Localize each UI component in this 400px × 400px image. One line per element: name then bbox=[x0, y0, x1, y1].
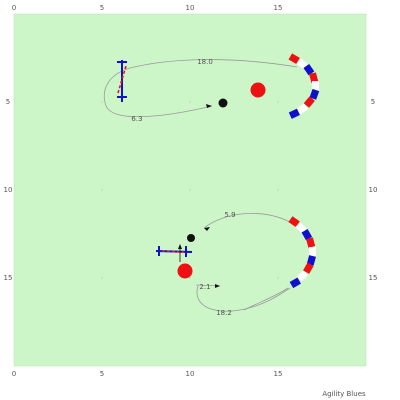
handler-path-tail bbox=[243, 287, 289, 311]
tick-label: 15 bbox=[274, 4, 283, 12]
tick-label: 10 bbox=[4, 186, 13, 194]
tick-label: 5 bbox=[6, 98, 10, 106]
tick-label: 5 bbox=[100, 370, 104, 378]
tick-label: 5 bbox=[100, 4, 104, 12]
path-arrow-icon bbox=[206, 104, 212, 108]
tick-label: 10 bbox=[369, 186, 378, 194]
black-marker bbox=[187, 234, 195, 242]
jump-lower bbox=[155, 246, 193, 257]
handler-path-upper bbox=[104, 59, 298, 118]
tunnel-lower bbox=[288, 216, 316, 289]
tick-label: 5 bbox=[371, 98, 375, 106]
path-arrow-icon bbox=[215, 284, 220, 288]
right-axis: 5 10 15 bbox=[369, 98, 378, 282]
tick-label: 0 bbox=[12, 4, 16, 12]
path-length-label: 18.2 bbox=[216, 309, 232, 317]
tick-label: 10 bbox=[186, 370, 195, 378]
top-axis: 0 5 10 15 bbox=[12, 4, 283, 12]
red-cone bbox=[250, 82, 266, 98]
jump-upper bbox=[117, 60, 127, 102]
handler-path-lower-bottom bbox=[196, 285, 291, 312]
red-cone bbox=[177, 263, 193, 279]
tick-label: 15 bbox=[274, 370, 283, 378]
path-length-label: 6.3 bbox=[131, 115, 142, 123]
tick-label: 0 bbox=[12, 370, 16, 378]
handler-path-lower bbox=[203, 213, 291, 229]
black-marker bbox=[218, 98, 228, 108]
path-length-label: 18.0 bbox=[197, 58, 213, 66]
path-length-label: 5.9 bbox=[224, 211, 235, 219]
path-length-label: 2.1 bbox=[199, 283, 210, 291]
tick-label: 15 bbox=[369, 274, 378, 282]
tunnel-upper bbox=[288, 53, 320, 119]
tick-label: 15 bbox=[4, 274, 13, 282]
grid-dots bbox=[101, 101, 279, 279]
path-arrow-icon bbox=[178, 244, 182, 249]
path-arrow-icon bbox=[204, 227, 210, 231]
bottom-axis: 0 5 10 15 bbox=[12, 370, 283, 378]
brand-label: Agility Blues bbox=[322, 390, 366, 398]
tick-label: 10 bbox=[186, 4, 195, 12]
left-axis: 5 10 15 bbox=[4, 98, 13, 282]
